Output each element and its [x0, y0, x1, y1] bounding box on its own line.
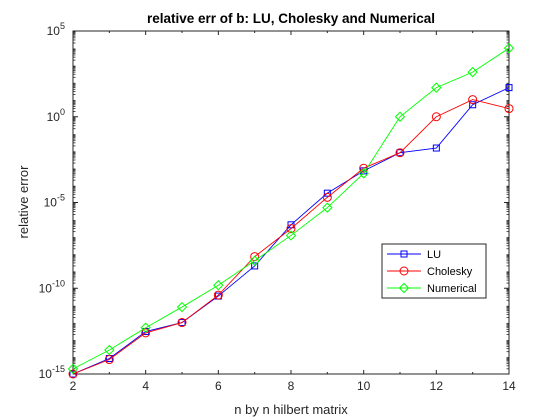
legend-label: LU	[427, 249, 441, 261]
legend-label: Cholesky	[427, 266, 473, 278]
y-tick-label: 10-5	[44, 193, 65, 210]
series-numerical	[67, 42, 515, 375]
y-tick-label: 10-10	[39, 278, 65, 295]
circle-marker	[399, 266, 409, 276]
y-tick-label: 105	[47, 21, 65, 38]
circle-marker	[504, 104, 514, 114]
diamond-marker	[140, 322, 151, 333]
square-marker	[400, 250, 408, 258]
diamond-marker	[249, 255, 260, 266]
series-line	[72, 47, 510, 370]
series-layer	[67, 42, 515, 379]
x-tick-label: 6	[215, 379, 222, 393]
x-axis: 2 4 6 8 10 12 14	[70, 31, 516, 393]
square-marker	[396, 149, 404, 157]
circle-marker	[395, 148, 405, 158]
circle-marker	[213, 290, 223, 300]
square-marker	[323, 189, 331, 197]
plot-area	[72, 30, 510, 375]
diamond-marker	[398, 282, 410, 294]
diamond-marker	[285, 230, 297, 241]
circle-marker	[431, 112, 441, 122]
square-marker	[505, 84, 513, 92]
y-axis-label: relative error	[16, 165, 31, 239]
diamond-marker	[176, 301, 188, 313]
diamond-marker	[104, 344, 115, 356]
circle-marker	[141, 328, 151, 338]
x-axis-label: n by n hilbert matrix	[234, 402, 348, 417]
x-tick-label: 2	[70, 379, 77, 393]
diamond-marker	[358, 168, 369, 179]
diamond-marker	[213, 280, 224, 291]
circle-marker	[322, 192, 332, 202]
y-tick-label: 10-15	[39, 364, 65, 381]
x-tick-label: 10	[357, 379, 371, 393]
y-tick-label: 100	[47, 107, 65, 124]
circle-marker	[104, 355, 114, 365]
circle-marker	[468, 95, 478, 105]
x-tick-label: 8	[288, 379, 295, 393]
x-tick-label: 14	[502, 379, 516, 393]
diamond-marker	[322, 202, 333, 213]
square-marker	[469, 101, 477, 109]
square-marker	[432, 144, 440, 152]
diamond-marker	[467, 66, 478, 78]
square-marker	[287, 221, 295, 229]
diamond-marker	[67, 363, 79, 375]
square-marker	[251, 262, 259, 270]
circle-marker	[68, 369, 78, 379]
x-tick-label: 4	[142, 379, 149, 393]
legend: LU Cholesky Numerical	[381, 243, 487, 299]
circle-marker	[359, 163, 369, 173]
circle-marker	[286, 224, 296, 234]
square-marker	[69, 370, 77, 378]
y-axis: 10-15 10-10 10-5 100 105	[39, 21, 509, 381]
legend-label: Numerical	[427, 283, 477, 295]
circle-marker	[177, 318, 187, 328]
x-tick-label: 12	[430, 379, 444, 393]
chart-title: relative err of b: LU, Cholesky and Nume…	[147, 11, 435, 26]
diamond-marker	[394, 111, 406, 122]
diamond-marker	[431, 82, 442, 93]
diamond-marker	[503, 42, 515, 54]
square-marker	[178, 319, 186, 327]
